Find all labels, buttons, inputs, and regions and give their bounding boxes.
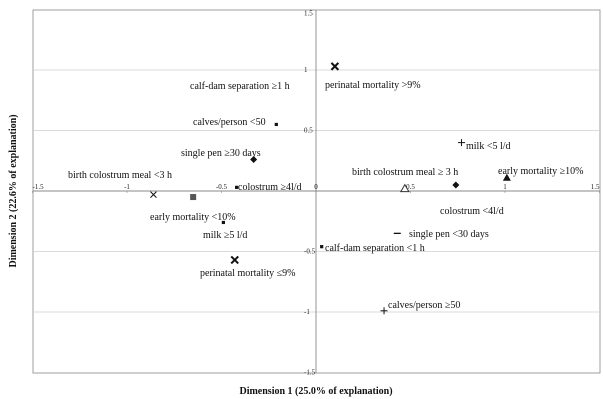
point-label: perinatal mortality >9% bbox=[325, 80, 421, 91]
y-tick-label: 1.5 bbox=[304, 10, 313, 18]
gridlines bbox=[33, 69, 600, 313]
point-label: calves/person <50 bbox=[193, 117, 266, 128]
data-point bbox=[274, 122, 278, 127]
point-label: early mortality ≥10% bbox=[498, 166, 583, 177]
data-point bbox=[320, 245, 324, 249]
data-point bbox=[330, 62, 340, 71]
point-label: calf-dam separation ≥1 h bbox=[190, 81, 290, 92]
x-tick-label: 1.5 bbox=[591, 183, 600, 191]
data-point bbox=[235, 185, 239, 189]
data-point bbox=[458, 139, 466, 147]
y-tick-label: -1.5 bbox=[304, 369, 316, 377]
data-point bbox=[150, 191, 157, 198]
point-label: single pen ≥30 days bbox=[181, 148, 261, 159]
point-label: colostrum ≥4l/d bbox=[238, 182, 302, 193]
y-tick-label: 1 bbox=[304, 66, 308, 74]
point-label: early mortality <10% bbox=[150, 212, 236, 223]
data-point bbox=[250, 156, 258, 164]
data-point bbox=[502, 173, 511, 181]
y-tick-label: 0.5 bbox=[304, 127, 313, 135]
point-label: single pen <30 days bbox=[409, 229, 489, 240]
x-tick-label: 1 bbox=[503, 183, 507, 191]
point-label: milk ≥5 l/d bbox=[203, 230, 247, 241]
point-label: birth colostrum meal <3 h bbox=[68, 170, 172, 181]
y-tick-label: -0.5 bbox=[304, 248, 316, 256]
data-point bbox=[190, 194, 197, 201]
point-labels: perinatal mortality >9% calf-dam separati… bbox=[68, 80, 583, 311]
x-tick-label: -1.5 bbox=[33, 183, 45, 191]
point-label: birth colostrum meal ≥ 3 h bbox=[352, 167, 458, 178]
point-label: milk <5 l/d bbox=[466, 141, 511, 152]
x-tick-label: -0.5 bbox=[216, 183, 228, 191]
data-points bbox=[150, 62, 511, 315]
x-tick-label: 0 bbox=[314, 183, 318, 191]
point-label: perinatal mortality ≤9% bbox=[200, 268, 295, 279]
y-tick-label: -1 bbox=[304, 308, 310, 316]
point-label: colostrum <4l/d bbox=[440, 206, 504, 217]
tick-labels: -1.5 -1 -0.5 0 0.5 1 1.5 1.5 1 0.5 -0.5 -1 -1.5 bbox=[32, 10, 600, 377]
x-tick-label: 0.5 bbox=[406, 183, 415, 191]
x-tick-label: -1 bbox=[124, 183, 130, 191]
data-point bbox=[230, 255, 239, 265]
plot-area bbox=[32, 9, 601, 374]
x-axis-title: Dimension 1 (25.0% of explanation) bbox=[239, 386, 392, 397]
data-point bbox=[380, 307, 388, 315]
data-point bbox=[399, 183, 410, 193]
point-label: calves/person ≥50 bbox=[388, 300, 460, 311]
y-axis-title: Dimension 2 (22.6% of explanation) bbox=[8, 114, 19, 267]
data-point bbox=[221, 220, 225, 225]
point-label: calf-dam separation <1 h bbox=[325, 243, 425, 254]
data-point bbox=[452, 181, 460, 189]
